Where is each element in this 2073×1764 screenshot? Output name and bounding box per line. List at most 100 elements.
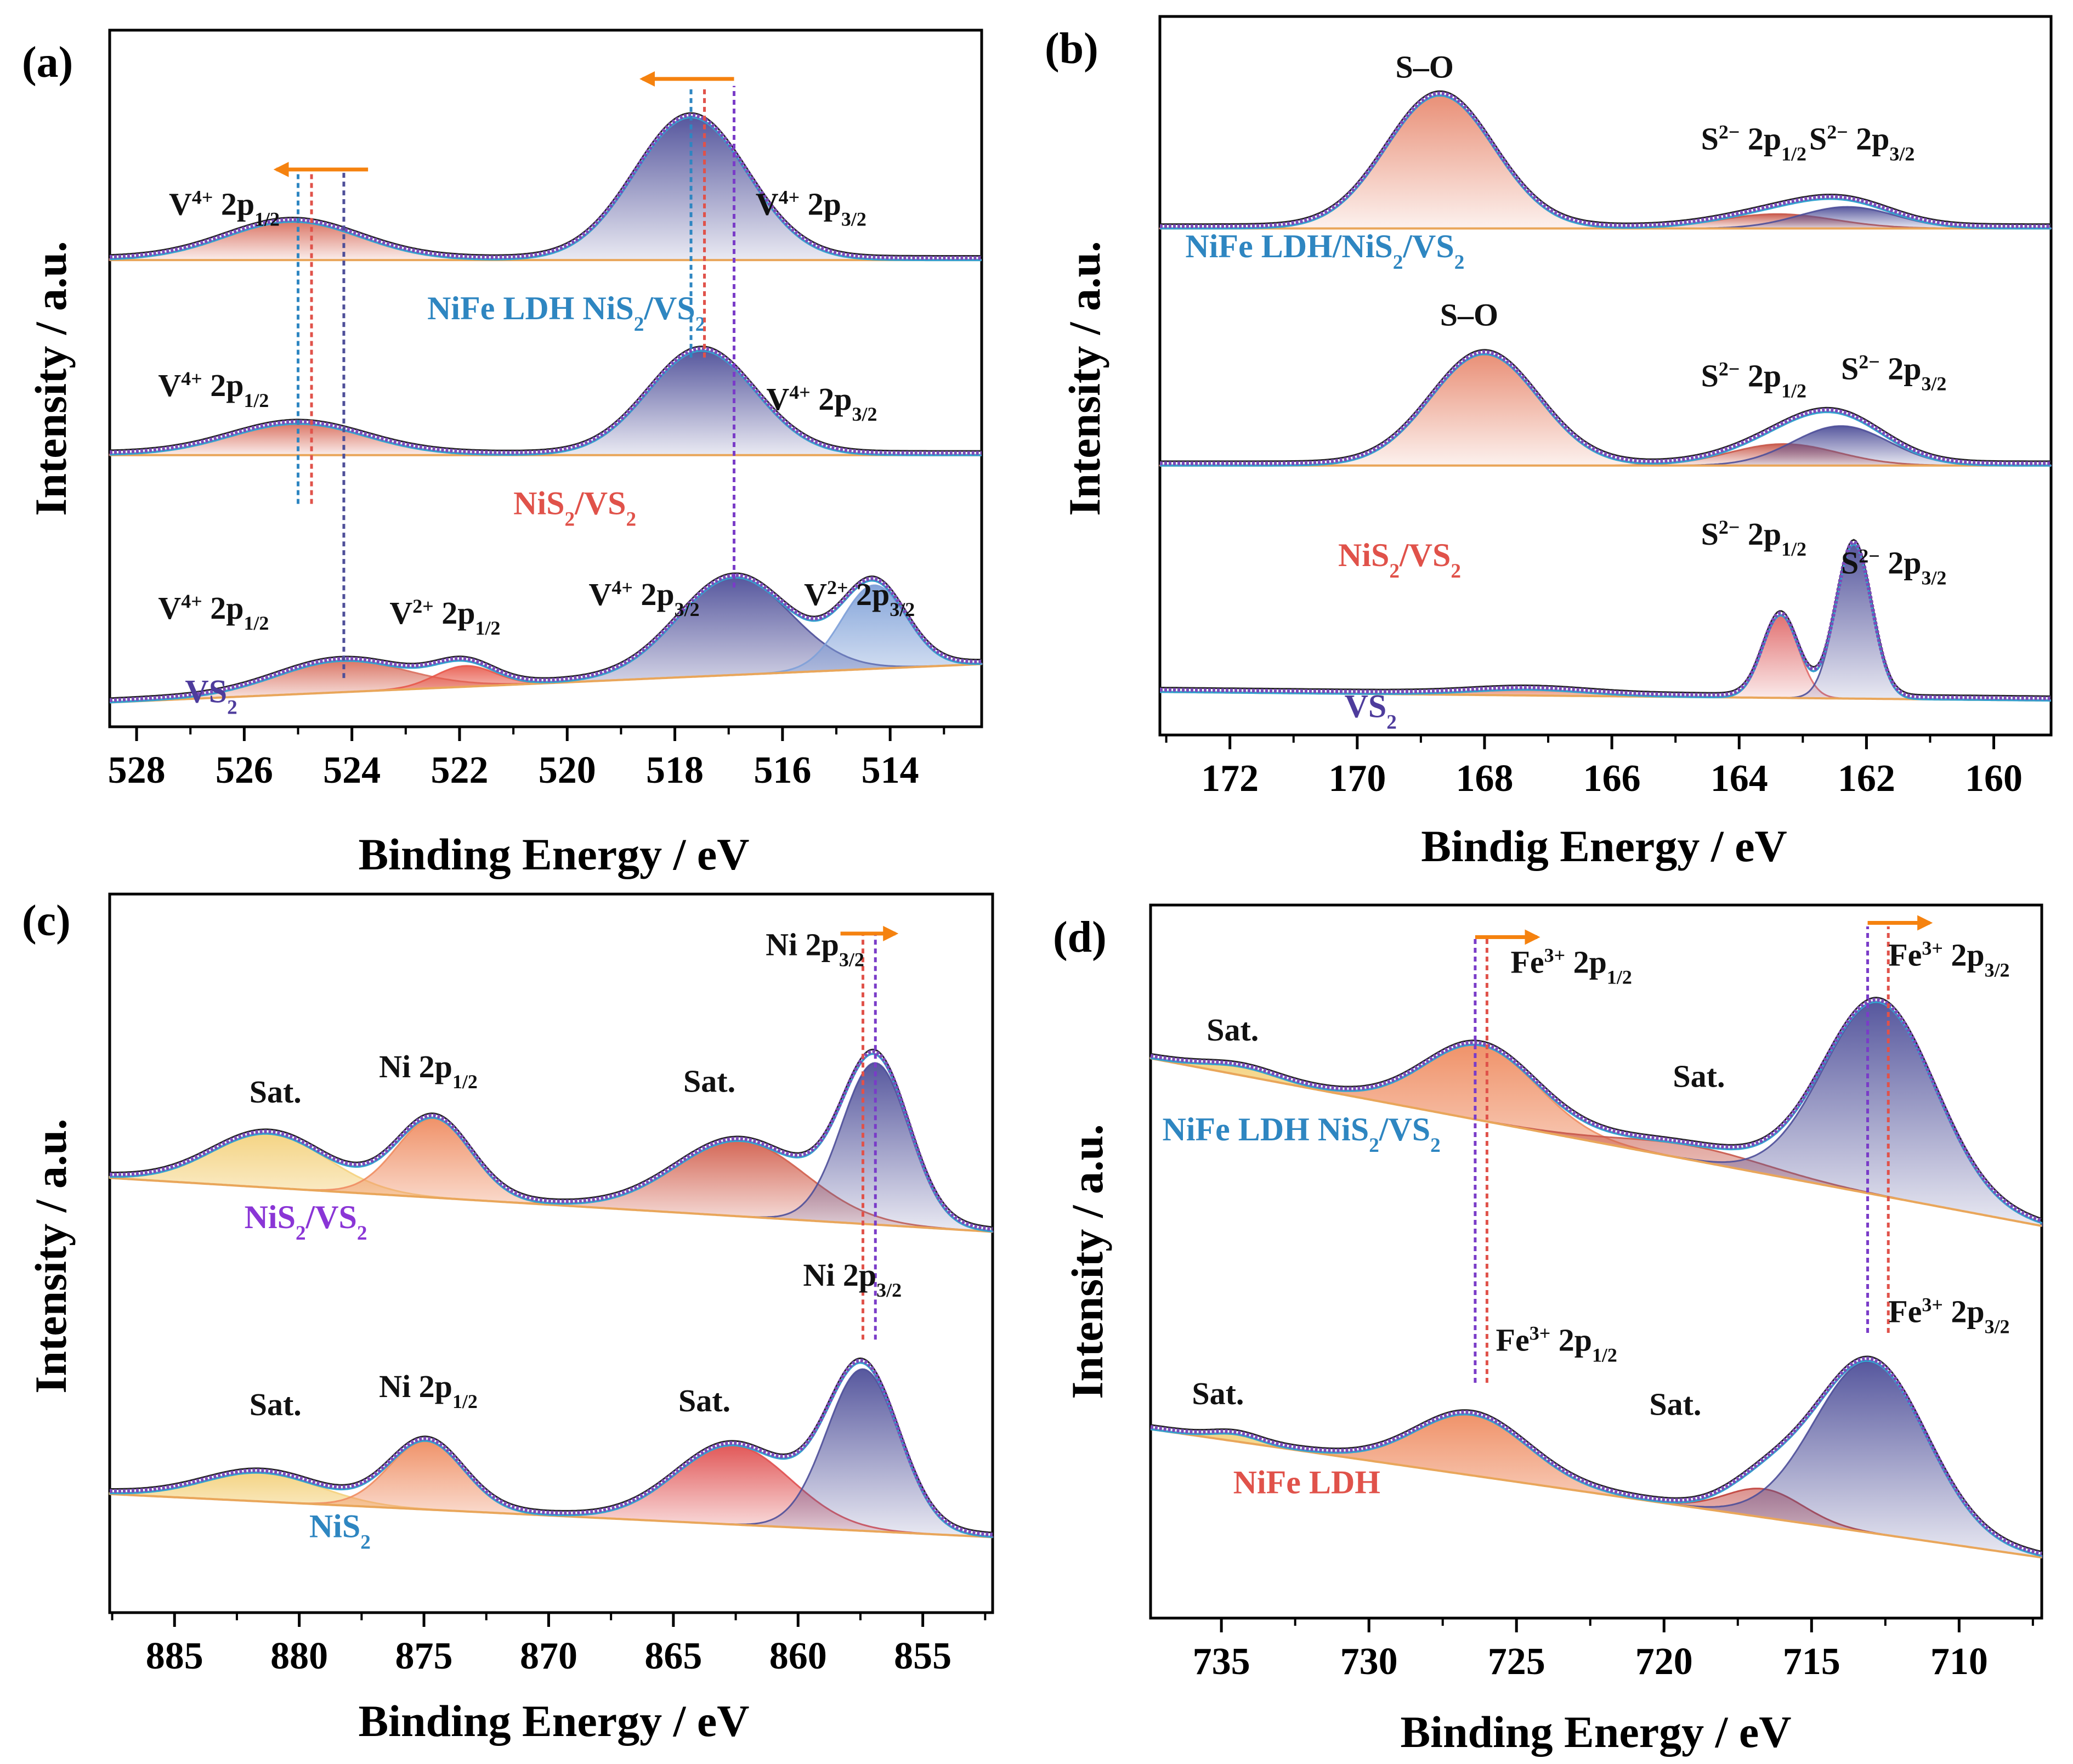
annotation-mid: 2p xyxy=(811,381,852,417)
annotation-head: V xyxy=(589,576,612,612)
annotation-head: Fe xyxy=(1888,1294,1922,1330)
raw-data-line xyxy=(109,572,982,699)
peak-annotation: V4+ 2p3/2 xyxy=(766,381,877,425)
panel-label: (a) xyxy=(22,38,73,87)
annotation-sup: 4+ xyxy=(779,186,800,208)
x-tick-label: 166 xyxy=(1583,757,1641,800)
envelope-line xyxy=(1150,1356,2042,1556)
annotation-sup: 2+ xyxy=(412,595,433,617)
panel-label: (d) xyxy=(1053,913,1107,962)
spectrum-nife-ldh-nis2-vs2 xyxy=(1159,90,2052,230)
peak-annotation: V4+ 2p3/2 xyxy=(589,576,700,620)
series-label-tail: /VS xyxy=(305,1199,357,1235)
series-label-main: VS xyxy=(185,674,227,710)
annotation-head: V xyxy=(158,590,181,626)
x-tick-label: 516 xyxy=(754,749,811,791)
annotation-sup: 2− xyxy=(1859,545,1879,567)
plot-frame xyxy=(1149,903,2043,1620)
annotation-mid: 2p xyxy=(1943,1294,1985,1330)
x-tick-label: 720 xyxy=(1635,1641,1693,1683)
series-label: NiS2/VS2 xyxy=(1338,537,1461,583)
peak-annotation: Ni 2p3/2 xyxy=(766,926,864,970)
annotation-head: S xyxy=(1701,121,1719,156)
peak-s2-2p1-2 xyxy=(1160,614,2051,702)
annotation-sup: 4+ xyxy=(192,186,213,208)
fit-sum-line xyxy=(1160,542,2051,702)
raw-data-line xyxy=(1150,997,2042,1220)
series-label-main: NiS xyxy=(309,1508,360,1544)
annotation-sub: 1/2 xyxy=(254,208,280,230)
spectrum-vs2 xyxy=(109,572,983,704)
peak-annotation: Ni 2p3/2 xyxy=(803,1257,902,1301)
annotation-mid: 2p xyxy=(1943,937,1985,973)
series-label: NiFe LDH xyxy=(1233,1465,1380,1501)
annotation-head: Sat. xyxy=(250,1074,302,1110)
x-tick-label: 855 xyxy=(894,1635,951,1677)
annotation-mid: 2p xyxy=(1565,945,1607,980)
annotation-sub: 1/2 xyxy=(1781,143,1806,165)
peak-annotation: Fe3+ 2p1/2 xyxy=(1510,945,1632,988)
annotation-mid: 2p xyxy=(202,590,244,626)
x-tick-label: 875 xyxy=(395,1635,453,1677)
x-tick-label: 526 xyxy=(216,749,273,791)
annotation-sub: 1/2 xyxy=(475,617,500,639)
spectrum-nis2-vs2 xyxy=(109,1048,994,1233)
raw-data-line xyxy=(109,1357,993,1534)
spectrum-nis2-vs2 xyxy=(109,346,982,456)
annotation-head: Sat. xyxy=(1192,1376,1244,1411)
annotation-sub: 3/2 xyxy=(852,403,877,425)
annotation-head: V xyxy=(766,381,789,417)
y-axis-label: Intensity / a.u. xyxy=(26,241,76,516)
series-label-tail: /VS xyxy=(574,485,626,522)
peak-annotation: S2− 2p1/2 xyxy=(1701,121,1806,165)
peak-annotation: V4+ 2p1/2 xyxy=(169,186,280,230)
annotation-sub: 3/2 xyxy=(1921,373,1946,395)
x-tick-label: 730 xyxy=(1340,1641,1398,1683)
panel-b: (b) Intensity / a.u. Bindig Energy / eV … xyxy=(1045,15,2053,871)
annotation-mid: 2p xyxy=(633,576,675,612)
peak-annotation: Sat. xyxy=(678,1383,730,1418)
annotation-mid: 2p xyxy=(848,576,890,612)
annotation-mid: –O xyxy=(1457,297,1498,332)
annotation-sub: 1/2 xyxy=(1781,538,1806,560)
annotation-mid: 2p xyxy=(434,595,475,631)
annotation-mid: 2p xyxy=(1740,516,1781,552)
panel-label: (c) xyxy=(22,897,71,945)
annotation-mid: 2p xyxy=(213,186,254,222)
annotation-sup: 2+ xyxy=(827,576,848,598)
peak-annotation: S2− 2p3/2 xyxy=(1841,351,1946,395)
x-tick-label: 865 xyxy=(644,1635,702,1677)
annotation-sup: 3+ xyxy=(1922,1294,1942,1316)
peak-annotation: Ni 2p1/2 xyxy=(379,1049,478,1093)
x-axis-label: Binding Energy / eV xyxy=(358,1696,749,1746)
annotation-sup: 4+ xyxy=(789,381,810,403)
series-label-tail: /VS xyxy=(1399,537,1451,573)
annotation-mid: 2p xyxy=(800,186,841,222)
series-label-sub2: 2 xyxy=(357,1222,367,1245)
annotation-sub: 1/2 xyxy=(452,1390,478,1412)
x-tick-label: 520 xyxy=(539,749,596,791)
peak-annotation: V4+ 2p3/2 xyxy=(756,186,866,230)
plot-frame xyxy=(1158,15,2053,737)
fit-sum-line xyxy=(1150,1359,2042,1557)
annotation-sup: 3+ xyxy=(1530,1322,1550,1344)
annotation-head: S xyxy=(1701,516,1719,552)
x-tick-label: 164 xyxy=(1710,757,1768,800)
fit-sum-line xyxy=(1160,94,2051,230)
annotation-mid: 2p xyxy=(1740,358,1781,394)
x-tick-label: 162 xyxy=(1838,757,1895,800)
spectrum-nis2 xyxy=(109,1357,994,1539)
annotation-sub: 3/2 xyxy=(841,208,866,230)
peak-annotation: Sat. xyxy=(1649,1387,1701,1422)
annotation-head: Fe xyxy=(1496,1322,1530,1358)
series-label-sub: 2 xyxy=(1389,560,1400,583)
annotation-mid: 2p xyxy=(1848,121,1890,156)
background-line xyxy=(1150,1057,2042,1227)
annotation-sup: 2− xyxy=(1719,121,1740,143)
series-label-sub: 2 xyxy=(1369,1134,1379,1157)
spectrum-nife-ldh-nis2-vs2 xyxy=(109,112,982,262)
peak-annotation: Ni 2p1/2 xyxy=(379,1369,478,1412)
peak-annotation: V4+ 2p1/2 xyxy=(158,590,269,634)
x-tick-label: 870 xyxy=(520,1635,577,1677)
annotation-sub: 3/2 xyxy=(1985,959,2010,981)
